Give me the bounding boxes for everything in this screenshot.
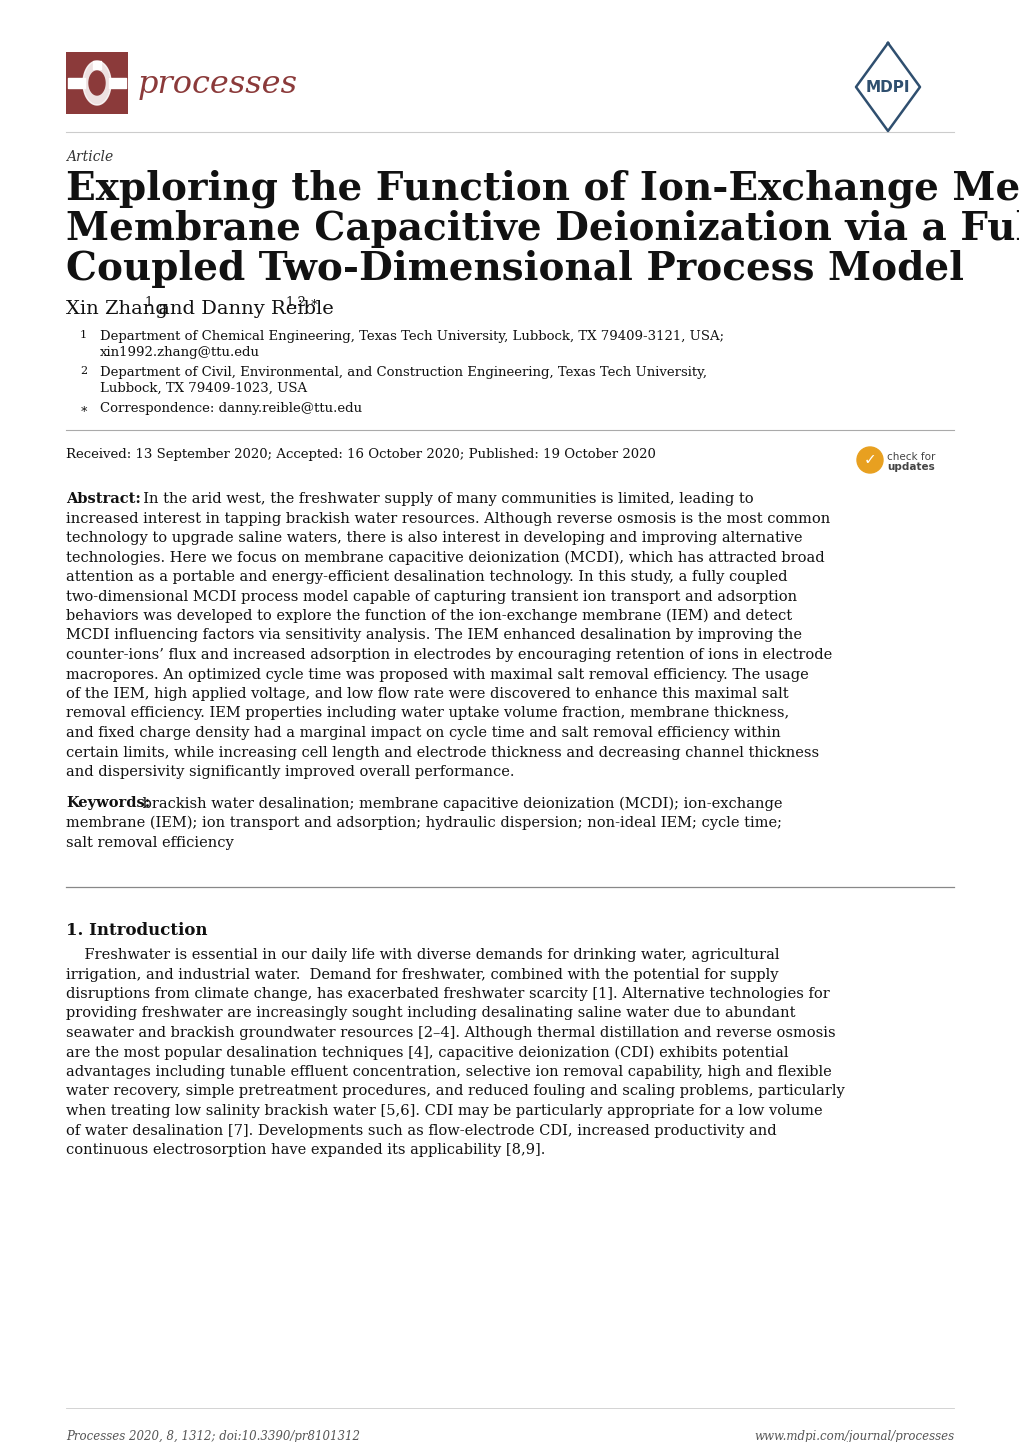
Text: Coupled Two-Dimensional Process Model: Coupled Two-Dimensional Process Model [66, 249, 963, 288]
Bar [66, 52, 127, 114]
Text: are the most popular desalination techniques [4], capacitive deionization (CDI) : are the most popular desalination techni… [66, 1045, 788, 1060]
Text: counter-ions’ flux and increased adsorption in electrodes by encouraging retenti: counter-ions’ flux and increased adsorpt… [66, 647, 832, 662]
Text: MCDI influencing factors via sensitivity analysis. The IEM enhanced desalination: MCDI influencing factors via sensitivity… [66, 629, 801, 643]
Text: Correspondence: danny.reible@ttu.edu: Correspondence: danny.reible@ttu.edu [100, 402, 362, 415]
Text: ∗: ∗ [79, 402, 89, 415]
Bar [69, 78, 78, 88]
Text: membrane (IEM); ion transport and adsorption; hydraulic dispersion; non-ideal IE: membrane (IEM); ion transport and adsorp… [66, 816, 782, 831]
Circle shape [856, 447, 882, 473]
Text: Lubbock, TX 79409-1023, USA: Lubbock, TX 79409-1023, USA [100, 382, 307, 395]
Text: Department of Civil, Environmental, and Construction Engineering, Texas Tech Uni: Department of Civil, Environmental, and … [100, 366, 706, 379]
Text: xin1992.zhang@ttu.edu: xin1992.zhang@ttu.edu [100, 346, 260, 359]
Text: 1: 1 [144, 296, 152, 309]
Text: attention as a portable and energy-efficient desalination technology. In this st: attention as a portable and energy-effic… [66, 570, 787, 584]
Text: providing freshwater are increasingly sought including desalinating saline water: providing freshwater are increasingly so… [66, 1007, 795, 1021]
Text: disruptions from climate change, has exacerbated freshwater scarcity [1]. Altern: disruptions from climate change, has exa… [66, 986, 828, 1001]
Text: 1,2,∗: 1,2,∗ [284, 296, 319, 309]
Text: Article: Article [66, 150, 113, 164]
Text: Membrane Capacitive Deionization via a Fully: Membrane Capacitive Deionization via a F… [66, 211, 1019, 248]
Text: behaviors was developed to explore the function of the ion-exchange membrane (IE: behaviors was developed to explore the f… [66, 609, 792, 623]
Text: technologies. Here we focus on membrane capacitive deionization (MCDI), which ha: technologies. Here we focus on membrane … [66, 551, 823, 565]
Text: water recovery, simple pretreatment procedures, and reduced fouling and scaling : water recovery, simple pretreatment proc… [66, 1084, 844, 1099]
Text: macropores. An optimized cycle time was proposed with maximal salt removal effic: macropores. An optimized cycle time was … [66, 668, 808, 682]
Bar [115, 78, 125, 88]
Text: Xin Zhang: Xin Zhang [66, 300, 168, 319]
Text: removal efficiency. IEM properties including water uptake volume fraction, membr: removal efficiency. IEM properties inclu… [66, 707, 789, 721]
Text: 1. Introduction: 1. Introduction [66, 921, 207, 939]
Text: and Danny Reible: and Danny Reible [152, 300, 333, 319]
Text: updates: updates [887, 461, 933, 472]
Text: and dispersivity significantly improved overall performance.: and dispersivity significantly improved … [66, 766, 514, 779]
Text: In the arid west, the freshwater supply of many communities is limited, leading : In the arid west, the freshwater supply … [133, 492, 753, 506]
Polygon shape [83, 61, 111, 105]
Text: ✓: ✓ [863, 453, 875, 467]
Polygon shape [89, 71, 105, 95]
Text: Received: 13 September 2020; Accepted: 16 October 2020; Published: 19 October 20: Received: 13 September 2020; Accepted: 1… [66, 448, 655, 461]
Text: brackish water desalination; membrane capacitive deionization (MCDI); ion-exchan: brackish water desalination; membrane ca… [138, 796, 782, 810]
Text: two-dimensional MCDI process model capable of capturing transient ion transport : two-dimensional MCDI process model capab… [66, 590, 796, 604]
Text: seawater and brackish groundwater resources [2–4]. Although thermal distillation: seawater and brackish groundwater resour… [66, 1027, 835, 1040]
Text: and fixed charge density had a marginal impact on cycle time and salt removal ef: and fixed charge density had a marginal … [66, 725, 780, 740]
Text: of water desalination [7]. Developments such as flow-electrode CDI, increased pr: of water desalination [7]. Developments … [66, 1123, 775, 1138]
Text: when treating low salinity brackish water [5,6]. CDI may be particularly appropr: when treating low salinity brackish wate… [66, 1105, 821, 1118]
Text: MDPI: MDPI [865, 79, 909, 95]
Text: of the IEM, high applied voltage, and low flow rate were discovered to enhance t: of the IEM, high applied voltage, and lo… [66, 686, 788, 701]
Text: Abstract:: Abstract: [66, 492, 141, 506]
Text: 1: 1 [79, 330, 87, 340]
Text: technology to upgrade saline waters, there is also interest in developing and im: technology to upgrade saline waters, the… [66, 531, 802, 545]
Text: irrigation, and industrial water.  Demand for freshwater, combined with the pote: irrigation, and industrial water. Demand… [66, 968, 777, 982]
Text: salt removal efficiency: salt removal efficiency [66, 835, 233, 849]
Text: advantages including tunable effluent concentration, selective ion removal capab: advantages including tunable effluent co… [66, 1066, 830, 1079]
Text: Processes 2020, 8, 1312; doi:10.3390/pr8101312: Processes 2020, 8, 1312; doi:10.3390/pr8… [66, 1430, 360, 1442]
Text: check for: check for [887, 451, 934, 461]
Text: 2: 2 [79, 366, 87, 376]
Text: www.mdpi.com/journal/processes: www.mdpi.com/journal/processes [753, 1430, 953, 1442]
Text: certain limits, while increasing cell length and electrode thickness and decreas: certain limits, while increasing cell le… [66, 746, 818, 760]
Text: continuous electrosorption have expanded its applicability [8,9].: continuous electrosorption have expanded… [66, 1144, 545, 1156]
Text: processes: processes [138, 69, 298, 101]
Text: Exploring the Function of Ion-Exchange Membrane in: Exploring the Function of Ion-Exchange M… [66, 170, 1019, 209]
Text: Freshwater is essential in our daily life with diverse demands for drinking wate: Freshwater is essential in our daily lif… [66, 947, 779, 962]
Text: Keywords:: Keywords: [66, 796, 150, 810]
Text: Department of Chemical Engineering, Texas Tech University, Lubbock, TX 79409-312: Department of Chemical Engineering, Texa… [100, 330, 723, 343]
Text: increased interest in tapping brackish water resources. Although reverse osmosis: increased interest in tapping brackish w… [66, 512, 829, 525]
